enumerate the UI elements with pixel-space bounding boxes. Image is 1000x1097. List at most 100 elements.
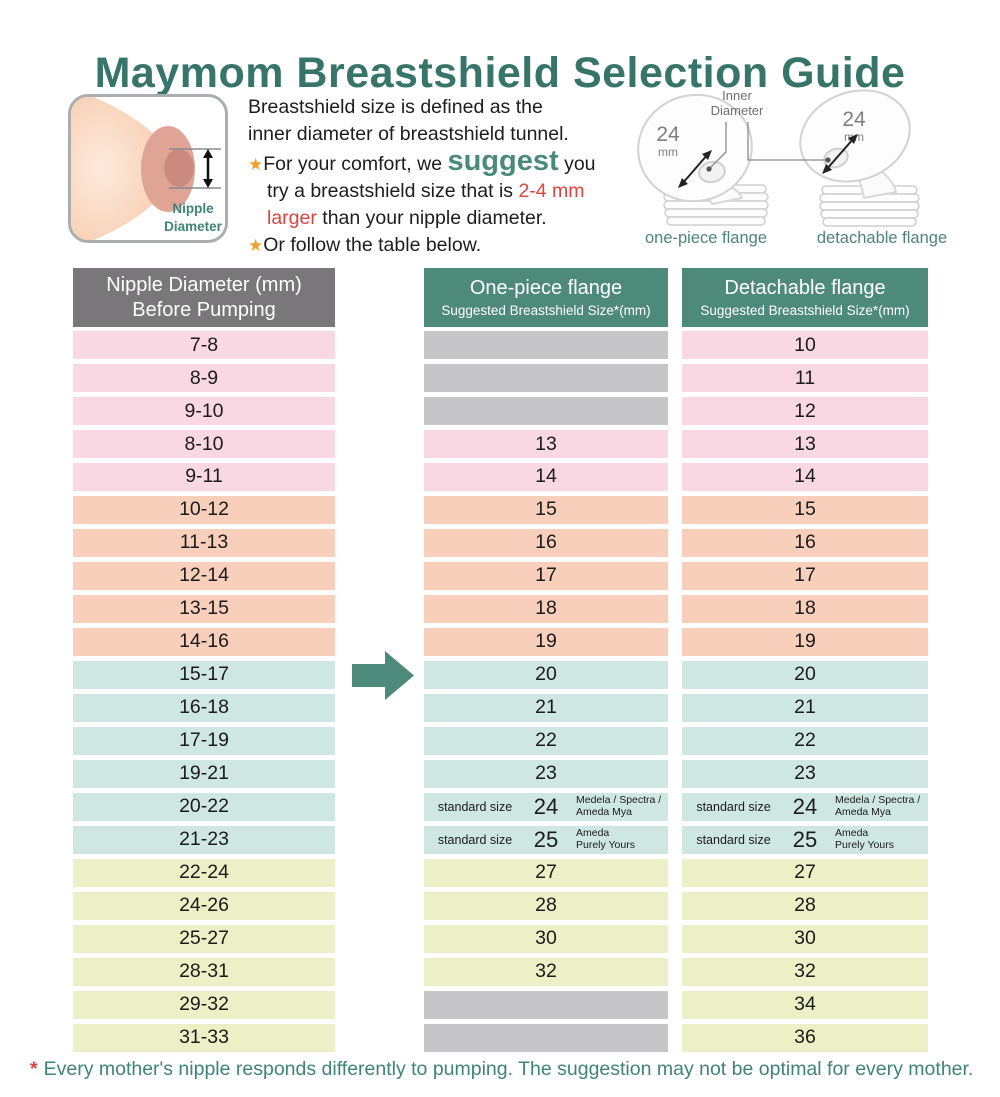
breast-diagram-icon: Nipple Diameter xyxy=(71,97,223,240)
one-piece-size-cell: 28 xyxy=(424,891,668,920)
one-piece-size-cell: 13 xyxy=(424,429,668,459)
detachable-size-cell: 15 xyxy=(682,495,928,525)
nipple-range-cell: 24-26 xyxy=(73,891,335,920)
intro-bullet-2: ★Or follow the table below. xyxy=(248,234,482,256)
detachable-size-cell: 10 xyxy=(682,331,928,360)
standard-size-label: standard size xyxy=(437,832,513,847)
leader-dot xyxy=(706,166,712,172)
nipple-diameter-illustration: Nipple Diameter xyxy=(68,94,228,243)
detachable-size-cell: 17 xyxy=(682,561,928,590)
size-highlight-2: larger xyxy=(267,207,317,229)
brand-names: Medela / Spectra / Ameda Mya xyxy=(835,794,921,818)
inner-diameter-label-line1: Inner xyxy=(722,88,752,103)
one-piece-size-cell: 17 xyxy=(424,561,668,590)
nipple-diameter-label-line1: Nipple xyxy=(172,201,214,216)
suggest-emphasis: suggest xyxy=(447,145,559,177)
detachable-size-cell: 18 xyxy=(682,594,928,623)
one-piece-flange-caption: one-piece flange xyxy=(644,229,767,247)
detachable-size-cell: 36 xyxy=(682,1023,928,1052)
one-piece-size-cell xyxy=(424,396,668,426)
star-icon: ★ xyxy=(248,155,264,174)
nipple-range-cell: 8-10 xyxy=(73,429,335,459)
one-piece-size-cell: 15 xyxy=(424,495,668,525)
detachable-size-cell: 27 xyxy=(682,858,928,887)
nipple-range-cell: 17-19 xyxy=(73,726,335,755)
nipple-range-cell: 9-11 xyxy=(73,462,335,492)
detachable-size-cell: 19 xyxy=(682,627,928,656)
header-detachable-flange: Detachable flange Suggested Breastshield… xyxy=(682,268,928,327)
leader-lines xyxy=(709,122,826,169)
brand-names: Ameda Purely Yours xyxy=(835,827,894,851)
asterisk-icon: * xyxy=(30,1058,38,1080)
one-piece-size-cell: 30 xyxy=(424,924,668,953)
detachable-flange-caption: detachable flange xyxy=(816,229,948,247)
detachable-size-cell: 22 xyxy=(682,726,928,755)
detachable-flange-icon xyxy=(799,89,920,227)
one-piece-size-cell xyxy=(424,990,668,1019)
one-piece-size-cell xyxy=(424,331,668,360)
one-piece-size-cell: 21 xyxy=(424,693,668,722)
detachable-size-cell: standard size 24 Medela / Spectra / Ameda M… xyxy=(682,792,928,821)
detachable-size-cell: 13 xyxy=(682,429,928,459)
inner-diameter-label-line2: Diameter xyxy=(711,103,764,118)
detachable-size-cell: standard size 25 Ameda Purely Yours xyxy=(682,825,928,854)
column-detachable: 10 11 12 13 14 15 16 17 18 19 20 21 22 23 standard siz… xyxy=(682,331,928,1052)
brand-names: Ameda Purely Yours xyxy=(576,827,635,851)
left-size-unit: mm xyxy=(658,145,678,159)
detachable-size-cell: 23 xyxy=(682,759,928,788)
breast-shape xyxy=(71,97,177,240)
nipple-range-cell: 20-22 xyxy=(73,792,335,821)
detachable-size-cell: 11 xyxy=(682,363,928,393)
nipple-range-cell: 31-33 xyxy=(73,1023,335,1052)
nipple-range-cell: 22-24 xyxy=(73,858,335,887)
header-one-piece-flange: One-piece flange Suggested Breastshield … xyxy=(424,268,668,327)
detachable-size-cell: 16 xyxy=(682,528,928,557)
size-value: 25 xyxy=(533,826,559,852)
nipple-range-cell: 7-8 xyxy=(73,331,335,360)
detachable-size-cell: 12 xyxy=(682,396,928,426)
size-value: 24 xyxy=(533,793,559,819)
detachable-size-cell: 34 xyxy=(682,990,928,1019)
one-piece-size-cell: 20 xyxy=(424,660,668,689)
star-icon: ★ xyxy=(248,236,264,255)
nipple-range-cell: 25-27 xyxy=(73,924,335,953)
nipple-range-cell: 13-15 xyxy=(73,594,335,623)
nipple-range-cell: 19-21 xyxy=(73,759,335,788)
flange-diagram: 24 mm 24 mm xyxy=(637,88,920,227)
standard-size-label: standard size xyxy=(696,799,771,814)
nipple-range-cell: 9-10 xyxy=(73,396,335,426)
brand-names: Medela / Spectra / Ameda Mya xyxy=(576,794,662,818)
one-piece-size-cell: 32 xyxy=(424,957,668,986)
one-piece-size-cell: 19 xyxy=(424,627,668,656)
intro-text: Breastshield size is defined as the inne… xyxy=(248,94,620,259)
left-diameter-arrow-icon xyxy=(678,150,712,188)
standard-size-label: standard size xyxy=(437,799,513,814)
one-piece-size-cell: 16 xyxy=(424,528,668,557)
measurement-lines xyxy=(169,148,221,189)
nipple-range-cell: 12-14 xyxy=(73,561,335,590)
diameter-arrow-icon xyxy=(203,149,213,188)
nipple-range-cell: 29-32 xyxy=(73,990,335,1019)
right-diameter-arrow-icon xyxy=(822,134,858,174)
nipple-range-cell: 28-31 xyxy=(73,957,335,986)
nipple-shape xyxy=(164,149,194,187)
nipple-diameter-label-line2: Diameter xyxy=(164,219,223,234)
one-piece-size-cell: 27 xyxy=(424,858,668,887)
column-nipple-diameter: 7-8 8-9 9-10 8-10 9-11 10-12 11-13 12-14 13-15 14… xyxy=(73,331,335,1052)
nipple-range-cell: 11-13 xyxy=(73,528,335,557)
one-piece-size-cell: 18 xyxy=(424,594,668,623)
size-highlight: 2-4 mm xyxy=(518,180,585,202)
one-piece-size-cell: 22 xyxy=(424,726,668,755)
intro-bullet-1: ★For your comfort, we suggest you try a … xyxy=(248,145,596,230)
nipple-range-cell: 15-17 xyxy=(73,660,335,689)
detachable-size-cell: 21 xyxy=(682,693,928,722)
nipple-range-cell: 8-9 xyxy=(73,363,335,393)
detachable-size-cell: 20 xyxy=(682,660,928,689)
intro-sentence: Breastshield size is defined as the inne… xyxy=(248,96,569,145)
one-piece-size-cell: standard size 25 Ameda Purely Yours xyxy=(424,825,668,854)
size-value: 25 xyxy=(792,826,818,852)
right-arrow-icon xyxy=(352,651,414,700)
left-size-value: 24 xyxy=(656,123,680,146)
right-size-value: 24 xyxy=(842,108,866,131)
